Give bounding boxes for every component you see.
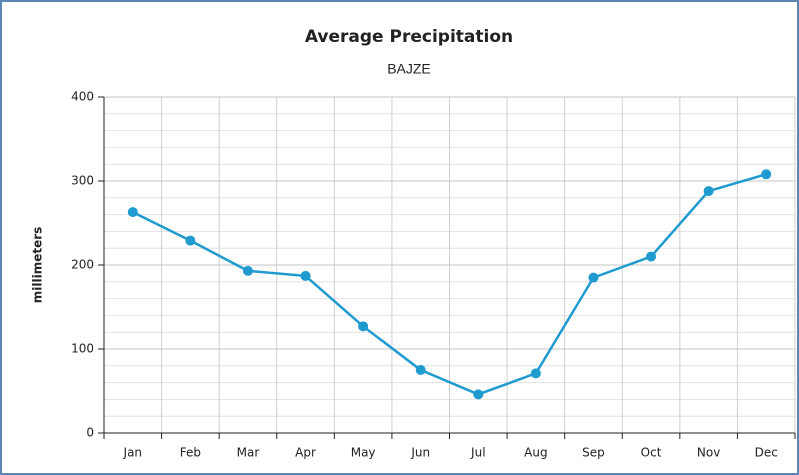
x-tick-label: Sep — [582, 446, 605, 460]
data-point — [127, 207, 138, 218]
data-point — [761, 169, 772, 180]
data-point — [185, 235, 196, 246]
data-line — [132, 173, 767, 396]
x-tick-label: Jul — [470, 446, 485, 460]
x-tick-label: Jan — [123, 446, 143, 460]
y-tick-label: 400 — [71, 90, 94, 104]
x-tick-label: Jun — [410, 446, 430, 460]
x-tick-label: May — [351, 446, 376, 460]
data-point — [300, 270, 311, 281]
y-tick-label: 0 — [86, 426, 94, 440]
y-tick-label: 300 — [71, 174, 94, 188]
subtitle-box — [306, 56, 512, 86]
chart-subtitle: BAJZE — [387, 61, 431, 77]
data-point — [588, 272, 599, 283]
y-tick-label: 100 — [71, 342, 94, 356]
data-point — [703, 186, 714, 197]
data-point — [646, 251, 657, 262]
data-point — [415, 365, 426, 375]
data-point — [242, 265, 253, 276]
data-point — [530, 368, 541, 379]
chart-title: Average Precipitation — [305, 27, 513, 47]
x-tick-label: Aug — [524, 446, 547, 460]
x-tick-label: Oct — [641, 446, 662, 460]
data-point — [473, 389, 484, 400]
y-axis-label: millimeters — [31, 227, 45, 304]
data-point — [358, 321, 369, 332]
x-tick-label: Dec — [755, 446, 778, 460]
x-tick-label: Apr — [295, 446, 316, 460]
x-tick-label: Nov — [697, 446, 720, 460]
x-tick-label: Feb — [180, 446, 201, 460]
y-tick-label: 200 — [71, 258, 94, 272]
x-tick-label: Mar — [237, 446, 260, 460]
